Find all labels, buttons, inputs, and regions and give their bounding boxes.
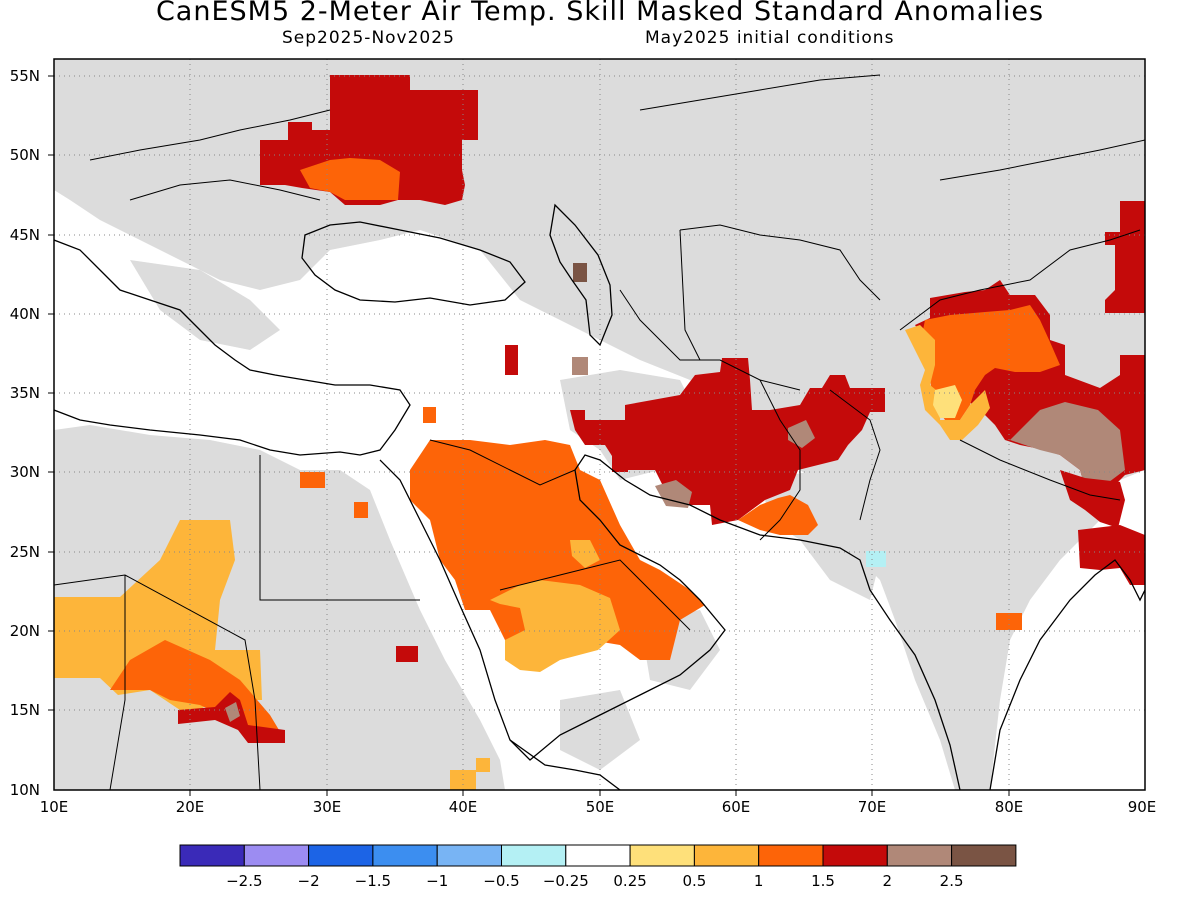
lat-tick: 20N [10,622,40,640]
lon-tick: 10E [40,798,69,816]
map-panel [54,59,1145,790]
lat-tick: 30N [10,463,40,481]
lon-tick: 20E [176,798,205,816]
lat-tick: 25N [10,543,40,561]
graticule [54,59,1145,790]
lon-tick: 80E [995,798,1024,816]
lat-tick: 35N [10,384,40,402]
lon-tick: 30E [313,798,342,816]
lat-tick: 15N [10,701,40,719]
lon-tick: 40E [449,798,478,816]
colorbar-label: −2 [298,872,320,890]
lon-axis: 10E 20E 30E 40E 50E 60E 70E 80E 90E [40,798,1157,816]
colorbar-label: −1 [426,872,448,890]
colorbar-label: 1 [754,872,764,890]
lat-tick: 55N [10,67,40,85]
lat-tick: 40N [10,305,40,323]
colorbar-swatch [629,844,695,867]
lat-axis: 55N 50N 45N 40N 35N 30N 25N 20N 15N 10N [10,67,40,799]
forecast-period: Sep2025-Nov2025 [282,28,455,48]
colorbar-swatch [179,844,245,867]
colorbar-label: −0.25 [543,872,589,890]
colorbar-swatch [436,844,503,867]
lon-tick: 50E [586,798,615,816]
anomaly-shading [54,75,1145,790]
colorbar-swatch [243,844,310,867]
borders [54,74,1145,790]
colorbar-label: −1.5 [355,872,391,890]
colorbar: −2.5 −2 −1.5 −1 −0.5 −0.25 0.25 0.5 1 1.5 2 2.5 [179,844,1017,890]
colorbar-swatch [501,844,567,867]
colorbar-swatch [372,844,438,867]
colorbar-swatch [693,844,760,867]
colorbar-label: 2.5 [940,872,964,890]
lat-tick: 45N [10,226,40,244]
initial-conditions: May2025 initial conditions [645,28,895,48]
colorbar-swatch [565,844,631,867]
colorbar-label: 0.25 [613,872,646,890]
lat-tick-marks [48,75,54,711]
colorbar-label: 2 [883,872,893,890]
lon-tick-marks [189,790,1010,796]
colorbar-label: −2.5 [226,872,262,890]
colorbar-swatch [951,844,1017,867]
lat-tick: 50N [10,146,40,164]
lon-tick: 60E [722,798,751,816]
colorbar-swatch [822,844,888,867]
lat-tick: 10N [10,781,40,799]
lon-tick: 90E [1128,798,1157,816]
colorbar-label: 0.5 [682,872,706,890]
colorbar-swatch [308,844,374,867]
colorbar-label: −0.5 [483,872,519,890]
lon-tick: 70E [858,798,887,816]
colorbar-swatch [886,844,953,867]
colorbar-swatch [758,844,824,867]
colorbar-label: 1.5 [811,872,835,890]
coastlines [54,203,1145,790]
chart-title: CanESM5 2-Meter Air Temp. Skill Masked S… [155,0,1045,27]
